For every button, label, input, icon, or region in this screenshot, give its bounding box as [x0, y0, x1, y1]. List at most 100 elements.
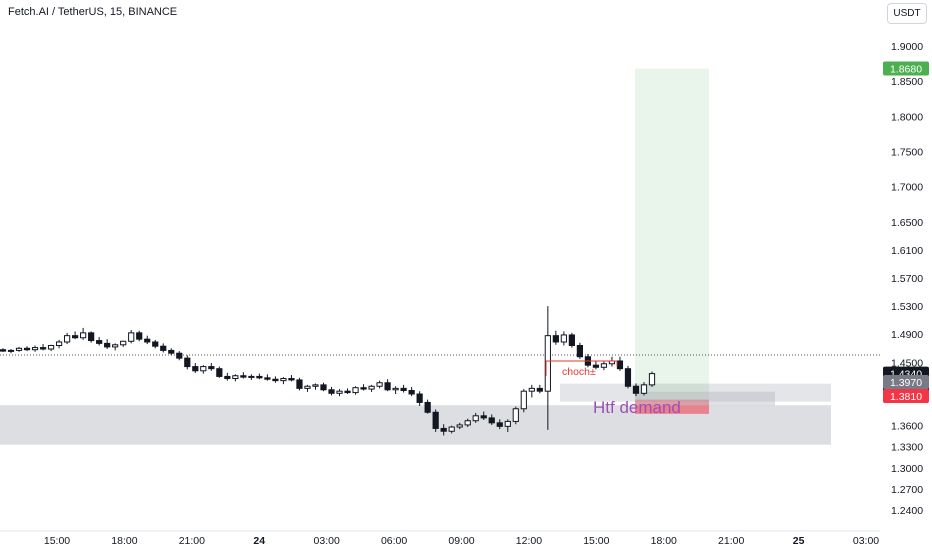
candle-down	[440, 427, 447, 432]
price-tick-label: 1.3600	[891, 421, 923, 433]
price-tick-label: 1.6100	[891, 245, 923, 257]
candle	[72, 331, 79, 340]
price-tick-label: 1.5700	[891, 273, 923, 285]
time-tick-label: 06:00	[381, 535, 407, 547]
candle-up	[128, 332, 135, 342]
candle	[616, 356, 624, 371]
price-tick-label: 1.7500	[891, 146, 923, 158]
candle-down	[240, 375, 247, 378]
candle-up	[312, 384, 319, 387]
candle-down	[360, 387, 367, 390]
candle	[360, 384, 367, 391]
candle	[144, 335, 151, 345]
candle	[96, 337, 103, 346]
candle	[280, 377, 287, 385]
symbol-title: Fetch.AI / TetherUS, 15, BINANCE	[8, 6, 178, 18]
candle-up	[200, 366, 207, 372]
candle-down	[488, 417, 495, 424]
candle	[80, 327, 87, 340]
candle-down	[496, 422, 503, 427]
candle-down	[104, 342, 111, 348]
candle-up	[544, 335, 551, 392]
candle-up	[368, 385, 375, 390]
candle	[624, 365, 632, 389]
candle-up	[640, 384, 648, 394]
candle-up	[520, 390, 527, 410]
candle	[640, 382, 648, 396]
candle	[392, 386, 399, 394]
candle	[312, 383, 319, 390]
candle	[47, 344, 55, 352]
choch-line	[545, 360, 618, 376]
candle-up	[352, 387, 359, 394]
candle	[0, 348, 7, 352]
entry-price-label-bg	[883, 375, 929, 389]
time-tick-label: 03:00	[853, 535, 879, 547]
candle	[496, 419, 503, 430]
price-tick-label: 1.8500	[891, 76, 923, 88]
candles-layer	[0, 306, 656, 436]
candle	[344, 388, 351, 394]
candle	[55, 339, 63, 349]
candle	[536, 384, 543, 394]
candle-down	[416, 393, 423, 403]
lines-layer	[0, 354, 880, 532]
currency-button[interactable]: USDT	[887, 3, 927, 24]
candle	[296, 377, 303, 391]
candle	[512, 406, 519, 425]
candle	[544, 306, 551, 430]
candle-down	[168, 349, 175, 354]
candle-up	[120, 340, 127, 346]
stop-zone	[635, 399, 709, 414]
candle	[408, 386, 415, 397]
candle	[520, 389, 527, 413]
candle	[424, 399, 431, 414]
candle-down	[296, 379, 303, 389]
time-tick-label: 25	[793, 535, 805, 547]
candle	[376, 380, 383, 389]
candle	[384, 379, 391, 392]
candle	[432, 409, 439, 432]
candle-up	[560, 334, 567, 343]
candle-up	[336, 390, 343, 394]
target-zone	[635, 68, 709, 400]
candle	[136, 330, 143, 342]
candle-down	[272, 378, 279, 382]
price-tick-label: 1.5300	[891, 301, 923, 313]
candle	[400, 384, 407, 393]
candle	[448, 425, 455, 434]
candle-down	[144, 338, 151, 343]
candle	[208, 363, 215, 371]
candle	[304, 384, 311, 392]
price-tick-label: 1.4900	[891, 329, 923, 341]
candle	[104, 339, 111, 350]
candle	[240, 372, 247, 379]
time-tick-label: 21:00	[718, 535, 744, 547]
candle-down	[536, 387, 543, 392]
candle-down	[39, 347, 47, 350]
time-axis: 15:00 18:00 21:00 24 03:00 06:00 09:00 12:00 15:…	[44, 535, 879, 547]
candle-down	[328, 389, 335, 394]
candle	[128, 330, 135, 344]
candle-up	[600, 363, 608, 368]
stop-price-label-bg	[883, 389, 929, 403]
candle-up	[472, 415, 479, 422]
candle-down	[96, 340, 103, 344]
candle-down	[264, 377, 271, 380]
candle-up	[112, 344, 119, 348]
candle	[256, 373, 263, 380]
candle	[320, 382, 327, 392]
candle-down	[616, 360, 624, 370]
time-tick-label: 09:00	[448, 535, 474, 547]
candle-down	[160, 345, 167, 351]
candle-up	[280, 378, 287, 382]
candle-up	[232, 375, 239, 380]
candle-down	[152, 341, 159, 347]
candle	[176, 351, 183, 361]
candle	[416, 391, 423, 406]
candle	[272, 376, 279, 383]
candle-down	[88, 332, 95, 342]
candle-up	[392, 387, 399, 391]
